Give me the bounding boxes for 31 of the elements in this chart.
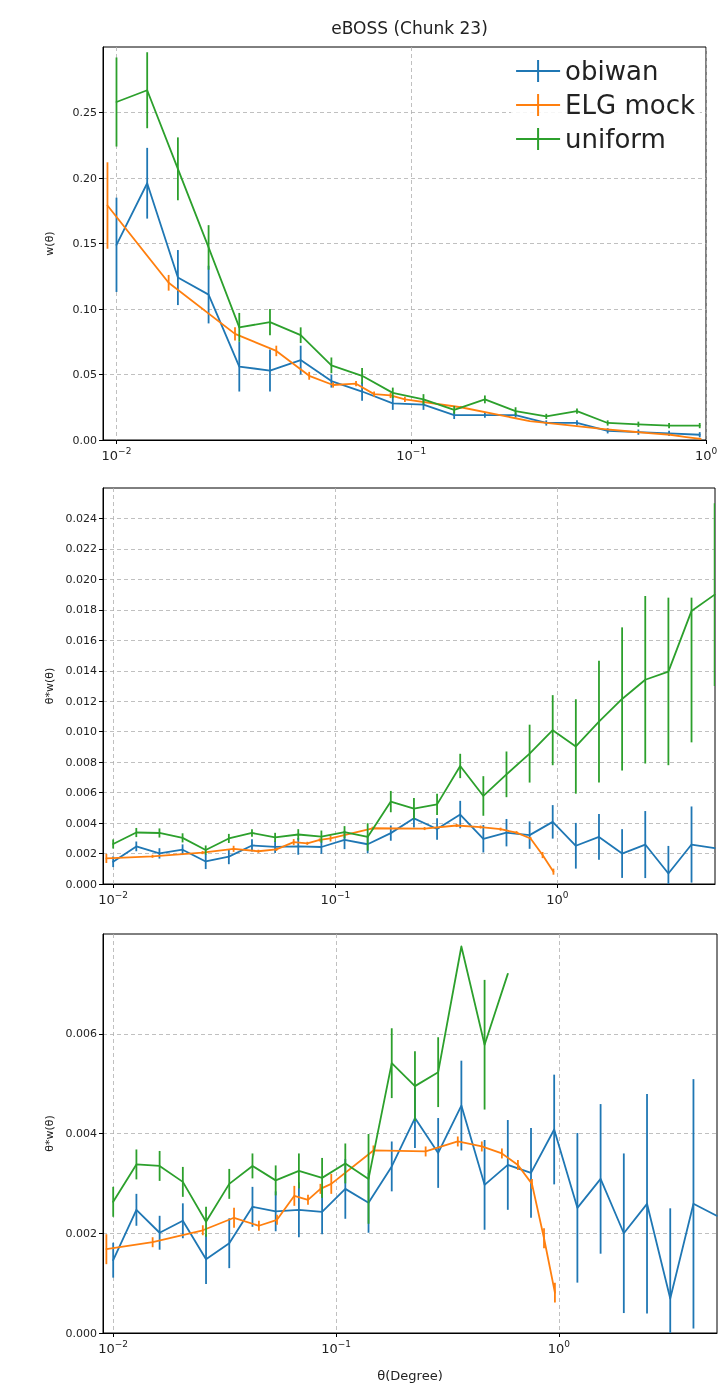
- y-tick-label: 0.024: [65, 511, 97, 525]
- y-axis-title: w(θ): [43, 231, 56, 256]
- legend-label: obiwan: [565, 56, 659, 86]
- y-tick-label: 0.004: [65, 1127, 97, 1140]
- y-tick-label: 0.008: [65, 755, 97, 769]
- y-tick-label: 0.002: [65, 1226, 97, 1240]
- y-tick-label: 0.020: [65, 572, 97, 586]
- y-axis-title: θ*w(θ): [42, 1115, 56, 1152]
- y-tick-label: 0.000: [65, 1326, 97, 1340]
- chart-title: eBOSS (Chunk 23): [331, 17, 488, 38]
- y-tick-label: 0.10: [72, 302, 97, 316]
- y-tick-label: 0.016: [65, 633, 97, 647]
- x-axis-title: θ(Degree): [377, 1368, 443, 1383]
- y-tick-label: 0.25: [72, 106, 97, 119]
- y-tick-label: 0.000: [65, 877, 97, 891]
- y-tick-label: 0.018: [65, 603, 97, 617]
- y-tick-label: 0.006: [65, 786, 97, 800]
- y-tick-label: 0.20: [72, 171, 97, 185]
- y-tick-label: 0.010: [65, 725, 97, 739]
- y-tick-label: 0.002: [65, 847, 97, 861]
- y-tick-label: 0.012: [65, 694, 97, 708]
- legend-label: ELG mock: [565, 90, 696, 120]
- y-tick-label: 0.05: [72, 368, 97, 381]
- legend-label: uniform: [565, 124, 666, 154]
- y-axis-title: θ*w(θ): [42, 667, 56, 705]
- y-tick-label: 0.004: [65, 816, 97, 830]
- y-tick-label: 0.022: [65, 542, 97, 556]
- y-tick-label: 0.15: [72, 237, 97, 250]
- y-tick-label: 0.006: [65, 1027, 97, 1041]
- y-tick-label: 0.014: [65, 664, 97, 678]
- y-tick-label: 0.00: [72, 433, 97, 447]
